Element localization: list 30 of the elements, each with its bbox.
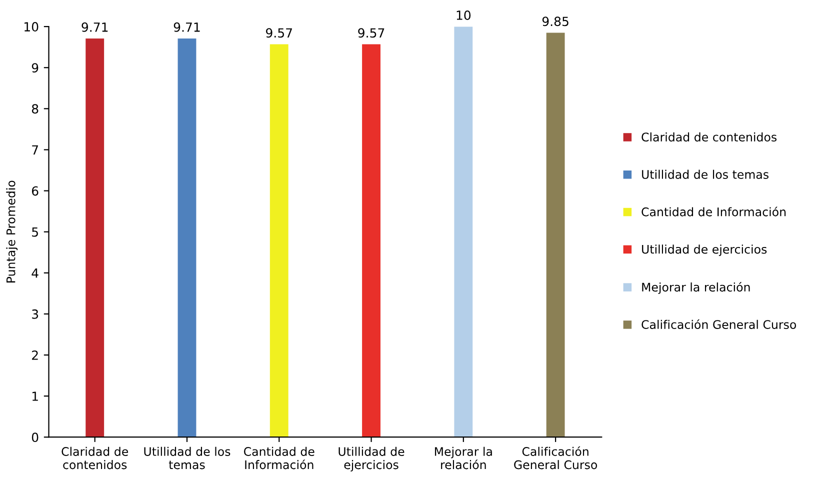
x-tick-label: Mejorar la relación	[434, 446, 492, 470]
y-tick-label: 5	[32, 227, 38, 237]
data-label: 9.85	[542, 16, 568, 26]
y-tick-label: 8	[32, 104, 38, 114]
legend-label: Cantidad de Información	[642, 206, 786, 216]
y-tick-label: 7	[32, 145, 38, 154]
x-tick-label: Cantidad de Información	[244, 446, 314, 470]
y-tick-label: 4	[32, 268, 38, 278]
legend-label: Utillidad de los temas	[642, 170, 768, 179]
legend-label: Claridad de contenidos	[642, 132, 777, 142]
y-tick-label: 10	[24, 22, 38, 32]
y-axis-title: Puntaje Promedio	[6, 180, 18, 282]
data-label: 9.57	[358, 28, 384, 38]
data-label: 9.71	[82, 22, 108, 32]
legend-label: Calificación General Curso	[642, 319, 796, 329]
y-tick-label: 6	[32, 186, 38, 196]
x-tick-label: Claridad de contenidos	[62, 446, 128, 470]
y-tick-label: 0	[32, 432, 38, 442]
y-tick-label: 2	[32, 350, 38, 360]
data-label: 9.71	[174, 22, 200, 32]
x-tick-label: Utillidad de los temas	[144, 446, 230, 470]
legend-label: Mejorar la relación	[642, 282, 750, 294]
y-tick-label: 3	[32, 309, 38, 319]
y-tick-label: 9	[32, 63, 38, 73]
legend-label: Utillidad de ejercicios	[642, 244, 767, 256]
data-label: 9.57	[266, 28, 292, 38]
data-label: 10	[456, 10, 471, 20]
x-tick-label: Calificación General Curso	[514, 446, 598, 470]
x-tick-label: Utillidad de ejercicios	[338, 446, 404, 472]
y-tick-label: 1	[32, 392, 38, 401]
